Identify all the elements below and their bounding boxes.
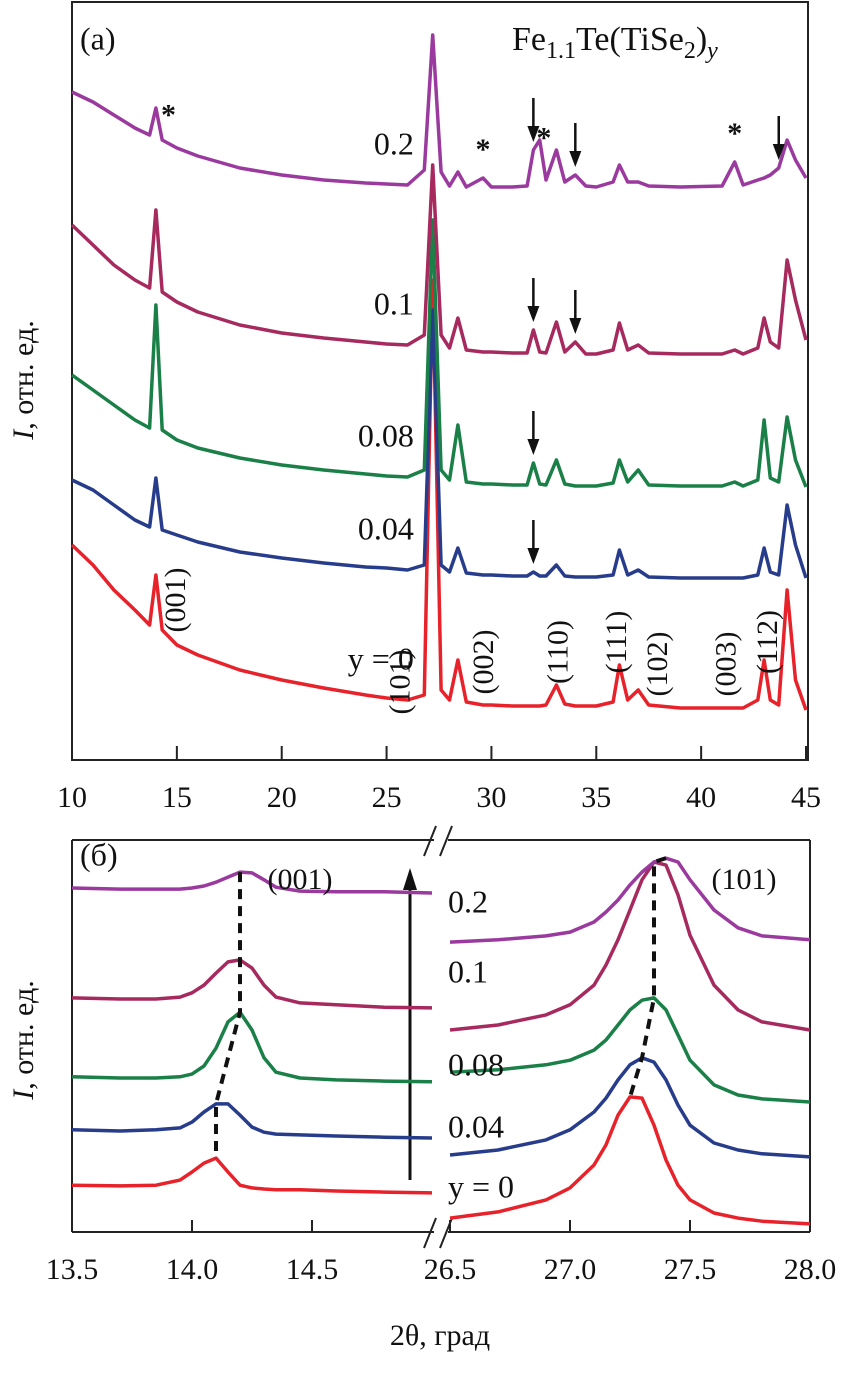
x-tick-label: 13.5	[46, 1253, 99, 1286]
y-axis-label: I, отн. ед.	[7, 980, 40, 1100]
series-label: 0.2	[374, 125, 414, 161]
x-tick-label: 40	[686, 781, 716, 814]
x-tick-label: 35	[581, 781, 611, 814]
impurity-arrow-head	[569, 318, 582, 334]
y-axis-label-var: I	[7, 428, 40, 441]
impurity-arrow-head	[527, 548, 540, 564]
spectrum-line	[71, 1156, 433, 1195]
series-label: y = 0	[348, 640, 414, 676]
impurity-star: *	[536, 122, 551, 155]
title-part: Te(TiSe	[576, 21, 684, 58]
title-part: y	[705, 38, 718, 64]
series-label: 0.08	[358, 417, 414, 453]
peak-label: (112)	[751, 610, 784, 674]
peak-label: (101)	[384, 650, 417, 715]
panel-label: (a)	[80, 20, 116, 56]
series-label: 0.08	[448, 1046, 504, 1082]
impurity-arrow-head	[772, 144, 785, 160]
title-part: 1.1	[546, 38, 576, 64]
spectrum-line	[71, 1102, 433, 1140]
y-axis-label-var: I	[7, 1088, 40, 1101]
impurity-arrow-head	[527, 306, 540, 322]
impurity-star: *	[727, 117, 742, 150]
spectrum-line	[70, 218, 808, 488]
spectrum-line	[71, 870, 433, 895]
spectrum-line	[70, 278, 808, 711]
trend-arrow-head	[403, 868, 417, 890]
peak-shift-line	[628, 856, 667, 1098]
peak-label: (002)	[467, 630, 500, 695]
series-label: 0.04	[358, 510, 414, 546]
x-tick-label: 15	[162, 781, 192, 814]
axis-break	[423, 825, 437, 857]
peak-label: (110)	[541, 620, 574, 684]
series-label: 0.1	[448, 953, 488, 989]
x-tick-label: 27.5	[664, 1253, 717, 1286]
series-label: y = 0	[448, 1168, 514, 1204]
title-part: )	[696, 21, 707, 58]
peak-label: (101)	[712, 863, 777, 896]
y-axis-label: I, отн. ед.	[7, 320, 40, 440]
peak-shift-line	[214, 872, 242, 1159]
impurity-star: *	[161, 98, 176, 131]
spectrum-line	[71, 33, 808, 189]
x-tick-label: 30	[476, 781, 506, 814]
panel-label: (б)	[80, 836, 118, 872]
title-part: Fe	[512, 21, 546, 58]
spectrum-line	[449, 856, 811, 944]
x-tick-label: 26.5	[424, 1253, 477, 1286]
series-label: 0.04	[448, 1108, 504, 1144]
peak-label: (003)	[710, 632, 743, 697]
spectrum-line	[449, 860, 811, 1032]
x-tick-label: 14.5	[286, 1253, 339, 1286]
spectrum-line	[71, 958, 433, 1010]
panel-a-frame	[71, 1, 809, 761]
x-tick-label: 25	[372, 781, 402, 814]
spectrum-line	[449, 1056, 811, 1159]
impurity-arrow-head	[527, 439, 540, 455]
peak-label: (111)	[600, 611, 633, 674]
impurity-star: *	[476, 133, 491, 166]
series-label: 0.2	[448, 883, 488, 919]
spectrum-line	[70, 163, 808, 356]
y-axis-label-text: , отн. ед.	[7, 320, 40, 429]
spectrum-line	[449, 1095, 811, 1226]
impurity-arrow-head	[569, 151, 582, 167]
x-tick-label: 20	[267, 781, 297, 814]
y-axis-label-text: , отн. ед.	[7, 980, 40, 1089]
axis-break	[423, 1217, 437, 1249]
x-tick-label: 10	[57, 781, 87, 814]
x-tick-label: 14.0	[166, 1253, 219, 1286]
spectrum-line	[71, 308, 808, 580]
x-tick-label: 28.0	[784, 1253, 837, 1286]
spectrum-line	[449, 996, 811, 1104]
peak-label: (001)	[159, 568, 192, 633]
axis-break	[439, 825, 453, 857]
title-part: 2	[684, 38, 696, 64]
spectrum-line	[71, 1010, 433, 1084]
peak-label: (102)	[641, 632, 674, 697]
impurity-arrow-head	[527, 126, 540, 142]
series-label: 0.1	[374, 285, 414, 321]
chart-title: Fe1.1Te(TiSe2)y	[512, 21, 718, 64]
x-tick-label: 27.0	[544, 1253, 597, 1286]
peak-label: (001)	[268, 863, 333, 896]
x-tick-label: 45	[791, 781, 821, 814]
x-axis-label: 2θ, град	[390, 1319, 490, 1352]
